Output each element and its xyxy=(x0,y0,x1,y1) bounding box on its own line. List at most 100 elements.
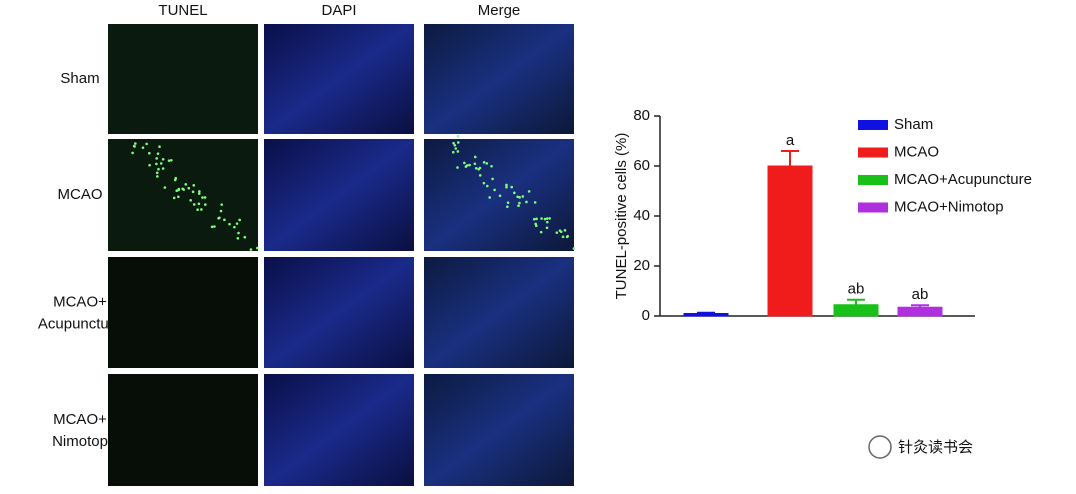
row-label: Sham xyxy=(60,70,99,87)
cell-dot xyxy=(148,163,151,167)
watermark-icon xyxy=(868,435,892,459)
cell-dot xyxy=(249,248,253,251)
cell-dot xyxy=(155,157,158,160)
cell-dot xyxy=(473,162,477,166)
cell-dot xyxy=(555,231,559,234)
row-label: MCAO xyxy=(58,186,103,203)
row-label: MCAO+ Acupuncture xyxy=(38,293,122,332)
significance-label: ab xyxy=(848,281,865,298)
legend-swatch xyxy=(858,120,888,130)
cell-dot xyxy=(155,171,159,175)
cell-dot xyxy=(473,155,477,159)
cell-dot xyxy=(545,226,549,230)
micrograph xyxy=(264,374,414,486)
cell-dot xyxy=(238,218,241,222)
cell-dot xyxy=(456,141,460,144)
cell-dot xyxy=(170,159,173,162)
cell-dot xyxy=(237,231,240,235)
cell-dot xyxy=(256,246,259,250)
cell-dot xyxy=(233,225,236,229)
cell-dot xyxy=(548,217,551,220)
cell-dot xyxy=(187,186,191,190)
cell-dot xyxy=(454,147,458,150)
cell-dot xyxy=(161,167,165,170)
bar xyxy=(767,165,813,317)
cell-dot xyxy=(565,235,569,239)
y-axis-label: TUNEL-positive cells (%) xyxy=(613,133,630,300)
cell-dot xyxy=(486,184,489,188)
image-panels: TUNEL DAPI Merge Sham MCAO MCAO+ Acupuncture MC… xyxy=(38,2,576,486)
cell-dot xyxy=(161,157,165,161)
significance-label: ab xyxy=(912,286,929,303)
watermark-text: 针灸读书会 xyxy=(898,439,973,456)
cell-dot xyxy=(482,181,486,185)
cell-dot xyxy=(155,162,158,166)
cell-dot xyxy=(466,164,469,167)
column-label: Merge xyxy=(478,2,521,19)
cell-dot xyxy=(184,183,188,186)
cell-dot xyxy=(203,196,207,199)
bar-chart: TUNEL-positive cells (%) 0 20 40 60 80 Sham a M… xyxy=(613,107,1032,324)
cell-dot xyxy=(197,202,201,206)
cell-dot xyxy=(145,142,148,146)
cell-dot xyxy=(453,143,457,147)
legend-swatch xyxy=(858,202,888,213)
cell-dot xyxy=(516,195,519,199)
cell-dot xyxy=(177,195,180,199)
cell-dot xyxy=(513,191,516,195)
row-label: MCAO+ Nimotop xyxy=(52,411,108,450)
micrograph xyxy=(264,24,414,134)
cell-dot xyxy=(474,166,478,170)
cell-dot xyxy=(463,161,466,165)
cell-dot xyxy=(191,190,195,194)
cell-dot xyxy=(478,166,482,170)
cell-dot xyxy=(158,145,161,149)
cell-dot xyxy=(196,208,199,212)
cell-dot xyxy=(192,203,196,206)
cell-dot xyxy=(510,185,514,189)
cell-dot xyxy=(468,163,471,167)
cell-dot xyxy=(498,194,502,198)
cell-dot xyxy=(197,192,201,195)
cell-dot xyxy=(540,217,543,220)
cell-dot xyxy=(235,222,239,225)
cell-dot xyxy=(506,205,509,209)
cell-dot xyxy=(192,184,196,187)
cell-dot xyxy=(572,247,576,250)
cell-dot xyxy=(177,188,180,192)
cell-dot xyxy=(532,217,536,221)
cell-dot xyxy=(488,196,491,199)
cell-dot xyxy=(236,236,240,240)
cell-dot xyxy=(539,230,543,234)
cell-dot xyxy=(559,230,563,234)
micrograph xyxy=(424,374,574,486)
cell-dot xyxy=(482,161,486,164)
cell-dot xyxy=(134,142,137,145)
cell-dot xyxy=(172,196,176,200)
cell-dot xyxy=(456,150,460,153)
cell-dot xyxy=(174,176,178,180)
legend-label: Sham xyxy=(894,116,933,133)
cell-dot xyxy=(452,141,455,145)
micrograph xyxy=(264,139,414,251)
cell-dot xyxy=(182,188,185,191)
legend-label: MCAO+Acupuncture xyxy=(894,171,1032,188)
cell-dot xyxy=(490,164,493,168)
cell-dot xyxy=(456,166,459,169)
micrograph xyxy=(108,24,258,134)
column-label: DAPI xyxy=(321,2,356,19)
cell-dot xyxy=(210,225,214,229)
cell-dot xyxy=(517,204,520,207)
cell-dot xyxy=(456,135,460,138)
cell-dot xyxy=(485,162,489,165)
bar xyxy=(833,304,879,317)
cell-dot xyxy=(156,152,160,155)
y-tick-label: 0 xyxy=(642,307,650,324)
y-tick-label: 40 xyxy=(633,207,650,224)
cell-dot xyxy=(518,201,521,205)
cell-dot xyxy=(518,196,521,199)
cell-dot xyxy=(141,146,145,149)
legend-label: MCAO+Nimotop xyxy=(894,198,1004,215)
micrograph xyxy=(424,24,574,134)
